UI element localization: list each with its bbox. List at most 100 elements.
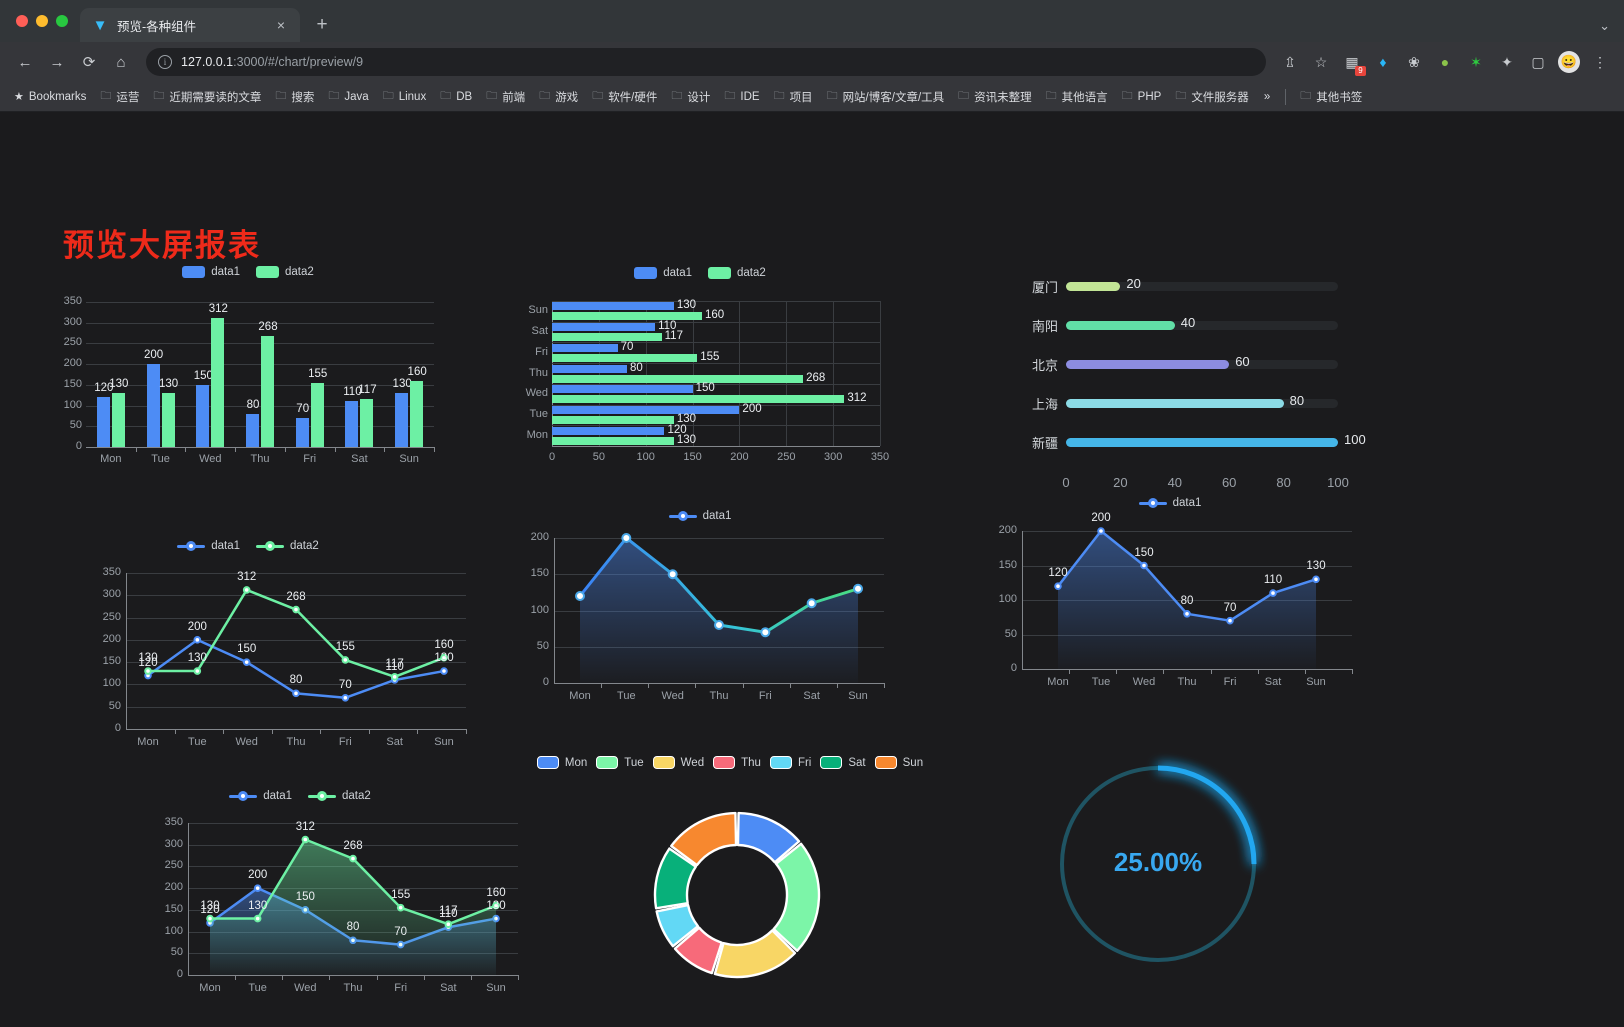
bar-data2-Thu[interactable] <box>261 335 274 447</box>
bar-data2-Sun[interactable] <box>410 380 424 447</box>
puzzle-extension-icon[interactable]: ✦ <box>1501 53 1513 70</box>
bookmark-17[interactable]: 🗀 文件服务器 <box>1169 84 1255 109</box>
grammarly-icon[interactable]: ❀ <box>1408 53 1420 70</box>
bar-data1-Tue[interactable] <box>146 364 160 447</box>
data-point[interactable] <box>144 667 152 675</box>
chrome-menu-icon[interactable]: ⋮ <box>1593 53 1607 70</box>
address-bar[interactable]: i 127.0.0.1:3000/#/chart/preview/9 <box>146 48 1266 76</box>
new-tab-button[interactable]: + <box>316 14 328 35</box>
bookmark-9[interactable]: 🗀 软件/硬件 <box>586 84 663 109</box>
data-point[interactable] <box>341 656 350 664</box>
bar-data1-Sat[interactable] <box>345 401 359 447</box>
bar-data2-Sat[interactable] <box>552 333 662 342</box>
bar-data1-Thu[interactable] <box>246 413 259 447</box>
tab-search-icon[interactable]: ⌄ <box>1599 18 1610 33</box>
bookmark-4[interactable]: 🗀 Java <box>322 84 374 109</box>
data-point[interactable] <box>492 901 500 910</box>
share-icon[interactable]: ⇫ <box>1284 53 1296 70</box>
bar-data2-Mon[interactable] <box>111 393 125 447</box>
bookmark-1[interactable]: 🗀 运营 <box>94 84 145 109</box>
bar-data1-Wed[interactable] <box>552 385 693 394</box>
data-point[interactable] <box>714 620 724 630</box>
data-point[interactable] <box>292 689 300 698</box>
bookmark-star-icon[interactable]: ☆ <box>1314 53 1328 70</box>
site-info-icon[interactable]: i <box>158 55 172 69</box>
legend-item-data1[interactable]: data1 <box>229 790 292 802</box>
bar-data2-Fri[interactable] <box>552 353 698 362</box>
legend-item-Mon[interactable]: Mon <box>536 756 587 769</box>
back-button[interactable]: ← <box>17 53 33 71</box>
legend-item-data1[interactable]: data1 <box>1138 497 1201 509</box>
bar-data2-Tue[interactable] <box>552 415 674 424</box>
data-point[interactable] <box>1097 527 1105 535</box>
bar-data2-Thu[interactable] <box>552 374 804 383</box>
data-point[interactable] <box>440 653 448 662</box>
bookmark-6[interactable]: 🗀 DB <box>434 84 478 109</box>
data-point[interactable] <box>349 854 357 863</box>
bar-data2-Tue[interactable] <box>161 393 175 447</box>
progress-fill-厦门[interactable] <box>1066 282 1121 291</box>
data-point[interactable] <box>301 835 310 844</box>
bookmark-10[interactable]: 🗀 设计 <box>665 84 716 109</box>
data-point[interactable] <box>440 667 448 675</box>
bar-data1-Fri[interactable] <box>295 418 309 447</box>
legend-item-data2[interactable]: data2 <box>308 790 371 802</box>
bookmarks-overflow-button[interactable]: » <box>1263 90 1271 103</box>
bookmark-13[interactable]: 🗀 网站/博客/文章/工具 <box>821 84 951 109</box>
data-point[interactable] <box>390 673 399 681</box>
legend-item-Tue[interactable]: Tue <box>596 756 644 769</box>
bookmark-3[interactable]: 🗀 搜索 <box>269 84 320 109</box>
legend-item-Wed[interactable]: Wed <box>652 756 704 769</box>
reload-button[interactable]: ⟳ <box>82 54 96 71</box>
bar-data1-Wed[interactable] <box>196 384 210 447</box>
data-point[interactable] <box>1269 589 1277 597</box>
data-point[interactable] <box>1183 610 1191 618</box>
legend-item-data2[interactable]: data2 <box>256 266 314 278</box>
close-window-button[interactable] <box>16 15 28 27</box>
bar-data1-Sun[interactable] <box>552 302 674 311</box>
bar-data2-Wed[interactable] <box>211 317 225 447</box>
data-point[interactable] <box>621 533 632 543</box>
legend-item-data2[interactable]: data2 <box>256 540 319 552</box>
data-point[interactable] <box>667 569 678 580</box>
browser-tab[interactable]: ▼ 预览-各种组件 × <box>80 8 300 42</box>
data-point[interactable] <box>242 586 251 594</box>
home-button[interactable]: ⌂ <box>116 53 126 71</box>
progress-fill-新疆[interactable] <box>1066 438 1338 447</box>
bookmark-15[interactable]: 🗀 其他语言 <box>1040 84 1114 109</box>
legend-item-data1[interactable]: data1 <box>634 267 692 279</box>
data-point[interactable] <box>1054 582 1062 590</box>
pie-slice-Tue[interactable] <box>772 842 821 952</box>
data-point[interactable] <box>292 605 300 614</box>
forward-button[interactable]: → <box>49 53 65 71</box>
legend-item-Sat[interactable]: Sat <box>820 756 866 769</box>
data-point[interactable] <box>1226 616 1234 625</box>
maximize-window-button[interactable] <box>56 15 68 27</box>
progress-fill-北京[interactable] <box>1066 360 1230 369</box>
data-point[interactable] <box>253 914 262 923</box>
bar-data2-Wed[interactable] <box>552 395 845 404</box>
bookmark-root[interactable]: ★ Bookmarks <box>8 87 92 106</box>
progress-fill-上海[interactable] <box>1066 399 1284 408</box>
bar-data1-Mon[interactable] <box>96 397 110 447</box>
bar-data1-Tue[interactable] <box>552 405 740 414</box>
legend-item-data2[interactable]: data2 <box>708 267 766 279</box>
circle-green-icon[interactable]: ● <box>1440 54 1450 70</box>
data-point[interactable] <box>193 667 202 675</box>
bookmark-7[interactable]: 🗀 前端 <box>480 84 531 109</box>
other-bookmarks-button[interactable]: 🗀 其他书签 <box>1294 84 1368 109</box>
minimize-window-button[interactable] <box>36 15 48 27</box>
bar-data1-Mon[interactable] <box>552 426 665 435</box>
data-point[interactable] <box>853 583 863 594</box>
close-tab-icon[interactable]: × <box>276 17 286 33</box>
bookmark-8[interactable]: 🗀 游戏 <box>533 84 584 109</box>
progress-fill-南阳[interactable] <box>1066 321 1175 330</box>
pie-slice-Wed[interactable] <box>713 929 797 979</box>
data-point[interactable] <box>1140 561 1148 570</box>
bar-data1-Sun[interactable] <box>395 393 409 447</box>
bookmark-12[interactable]: 🗀 项目 <box>768 84 819 109</box>
side-panel-icon[interactable]: ▢ <box>1531 53 1545 70</box>
legend-item-Sun[interactable]: Sun <box>874 756 923 769</box>
data-point[interactable] <box>806 598 817 609</box>
pie-slice-Sat[interactable] <box>653 847 697 910</box>
